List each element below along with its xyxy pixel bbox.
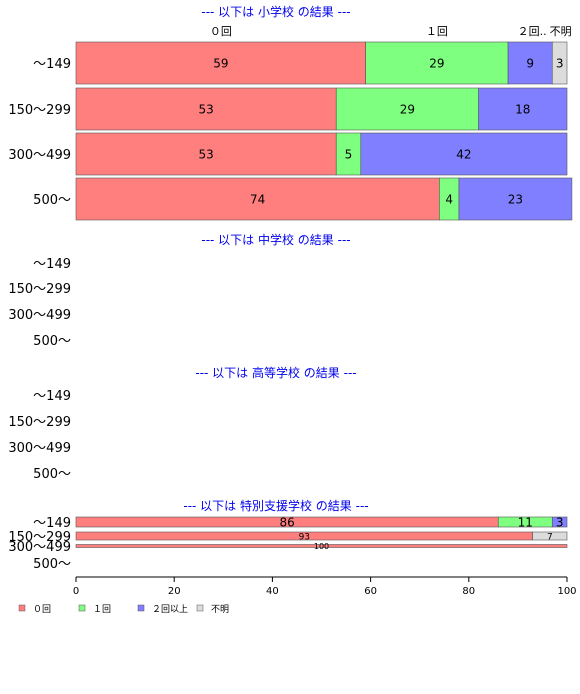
bar-segment <box>75 544 568 548</box>
bar-segment <box>365 41 509 85</box>
data-label: 86 <box>279 516 294 530</box>
category-label: 500～ <box>33 193 71 208</box>
series-header-label: １回 <box>426 25 448 38</box>
data-label: 4 <box>445 193 453 207</box>
section-title: --- 以下は 特別支援学校 の結果 --- <box>183 498 368 513</box>
x-tick-label: 0 <box>73 586 79 597</box>
category-label: 300～499 <box>8 540 71 555</box>
category-label: 300～499 <box>8 308 71 323</box>
data-label: 59 <box>213 57 228 71</box>
bar-segment <box>335 87 479 131</box>
legend-swatch <box>78 604 86 612</box>
legend-label: １回 <box>93 604 111 615</box>
bar-segment <box>458 177 573 221</box>
x-tick-label: 100 <box>557 586 576 597</box>
data-label: 42 <box>456 148 471 162</box>
category-label: ～149 <box>33 516 71 531</box>
legend-swatch <box>18 604 26 612</box>
data-label: 29 <box>400 103 415 117</box>
x-tick-label: 80 <box>462 586 475 597</box>
data-label: 7 <box>547 532 553 542</box>
data-label: 11 <box>518 516 533 530</box>
category-label: 150～299 <box>8 282 71 297</box>
data-label: 53 <box>198 103 213 117</box>
legend-label: ０回 <box>33 604 51 615</box>
category-label: 150～299 <box>8 415 71 430</box>
data-label: 9 <box>526 57 534 71</box>
legend-label: 不明 <box>211 604 229 615</box>
category-label: 300～499 <box>8 441 71 456</box>
bar-segment <box>75 177 440 221</box>
bar-segment <box>478 87 568 131</box>
category-label: 150～299 <box>8 530 71 545</box>
legend-swatch <box>137 604 145 612</box>
section-title: --- 以下は 小学校 の結果 --- <box>201 4 350 19</box>
category-label: 500～ <box>33 557 71 572</box>
section-title: --- 以下は 中学校 の結果 --- <box>201 232 350 247</box>
category-label: 500～ <box>33 334 71 349</box>
data-label: 23 <box>508 193 523 207</box>
data-label: 100 <box>314 542 329 551</box>
legend-label: ２回以上 <box>152 604 188 615</box>
series-header-label: 不明 <box>550 25 572 38</box>
bar-segment <box>75 41 366 85</box>
category-label: ～149 <box>33 57 71 72</box>
bar-segment <box>75 132 337 176</box>
category-label: 150～299 <box>8 103 71 118</box>
bar-segment <box>551 516 568 528</box>
data-label: 53 <box>198 148 213 162</box>
data-label: 29 <box>429 57 444 71</box>
data-label: 5 <box>345 148 353 162</box>
data-label: 93 <box>299 532 310 542</box>
category-label: 500～ <box>33 467 71 482</box>
data-label: 3 <box>556 57 564 71</box>
bar-segment <box>335 132 362 176</box>
x-tick-label: 60 <box>364 586 377 597</box>
category-label: ～149 <box>33 257 71 272</box>
category-label: ～149 <box>33 389 71 404</box>
data-label: 74 <box>250 193 265 207</box>
series-header-label: ２回.. <box>518 25 547 38</box>
data-label: 3 <box>556 516 564 530</box>
series-header-label: ０回 <box>210 25 232 38</box>
x-tick-label: 20 <box>168 586 181 597</box>
bar-segment <box>360 132 568 176</box>
section-title: --- 以下は 高等学校 の結果 --- <box>195 365 356 380</box>
bar-segment <box>532 531 568 541</box>
legend-swatch <box>196 604 204 612</box>
data-label: 18 <box>515 103 530 117</box>
bar-segment <box>551 41 568 85</box>
category-label: 300～499 <box>8 148 71 163</box>
x-tick-label: 40 <box>266 586 279 597</box>
bar-segment <box>507 41 553 85</box>
bar-segment <box>75 87 337 131</box>
